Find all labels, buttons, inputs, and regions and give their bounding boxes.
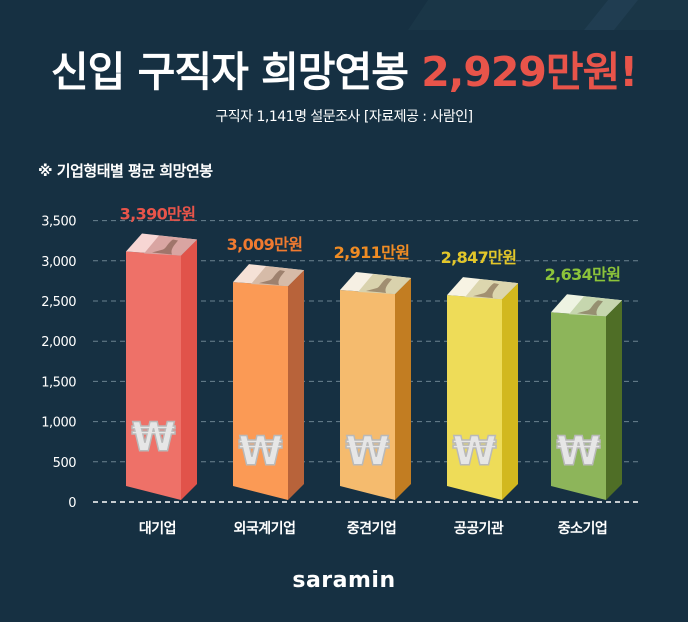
bar-side-face (288, 270, 304, 500)
banknote-icon (358, 273, 411, 294)
won-sign-icon: ₩ (131, 415, 175, 461)
page-title: 신입 구직자 희망연봉 2,929만원! (0, 38, 688, 98)
y-tick-label: 500 (53, 456, 77, 471)
bill-portrait-icon (259, 270, 285, 286)
value-label: 3,390만원 (120, 204, 196, 223)
banknote-icon (144, 235, 197, 256)
y-tick-label: 0 (68, 496, 76, 511)
y-tick-label: 3,500 (41, 215, 76, 230)
y-tick-label: 3,000 (41, 255, 76, 270)
bar-front-face (447, 295, 502, 500)
bar-front-face (340, 289, 395, 500)
chart-title: ※ 기업형태별 평균 희망연봉 (38, 162, 213, 180)
x-axis-labels: 대기업 외국계기업 중견기업 공공기관 중소기업 (139, 520, 608, 537)
won-sign-icon: ₩ (556, 429, 600, 475)
saramin-logo: saramin (292, 568, 396, 593)
value-label: 3,009만원 (227, 235, 303, 254)
banknote-icon (251, 266, 304, 287)
y-tick-label: 1,000 (41, 416, 76, 431)
y-axis-ticks: 0 500 1,000 1,500 2,000 2,500 3,000 3,500 (41, 215, 76, 511)
won-sign-icon: ₩ (238, 429, 282, 475)
category-label: 공공기관 (454, 520, 504, 537)
y-tick-label: 2,500 (41, 295, 76, 310)
bars: ₩ ₩ ₩ ₩ ₩ (126, 233, 622, 500)
bar-5: ₩ (551, 294, 622, 500)
category-label: 중견기업 (347, 520, 397, 537)
bar-side-face (502, 283, 518, 500)
category-label: 중소기업 (558, 521, 608, 537)
value-labels: 3,390만원 3,009만원 2,911만원 2,847만원 2,634만원 (120, 204, 621, 284)
y-tick-label: 2,000 (41, 335, 76, 350)
value-label: 2,847만원 (441, 248, 517, 267)
value-label: 2,911만원 (334, 243, 410, 262)
bill-portrait-icon (473, 283, 499, 299)
bar-4: ₩ (447, 277, 518, 500)
y-tick-label: 1,500 (41, 375, 76, 390)
bar-front-face (126, 251, 181, 500)
title-prefix: 신입 구직자 희망연봉 (50, 48, 422, 96)
bar-2: ₩ (233, 264, 304, 500)
banknote-icon (569, 296, 622, 317)
category-label: 외국계기업 (234, 520, 296, 537)
bar-front-face (551, 312, 606, 500)
bill-portrait-icon (577, 300, 603, 316)
bar-side-face (395, 277, 411, 500)
won-sign-icon: ₩ (452, 429, 496, 475)
bill-portrait-icon (152, 239, 178, 255)
bar-1: ₩ (126, 233, 197, 500)
bar-side-face (606, 300, 622, 500)
bar-side-face (181, 239, 197, 500)
bar-3: ₩ (340, 271, 411, 500)
category-label: 대기업 (139, 521, 176, 537)
bill-portrait-icon (366, 277, 392, 293)
banknote-icon (465, 279, 518, 300)
bar-front-face (233, 282, 288, 500)
value-label: 2,634만원 (545, 265, 621, 284)
won-sign-icon: ₩ (345, 429, 389, 475)
title-highlight-amount: 2,929만원! (421, 48, 638, 96)
survey-subtitle: 구직자 1,141명 설문조사 [자료제공 : 사람인] (215, 109, 473, 125)
